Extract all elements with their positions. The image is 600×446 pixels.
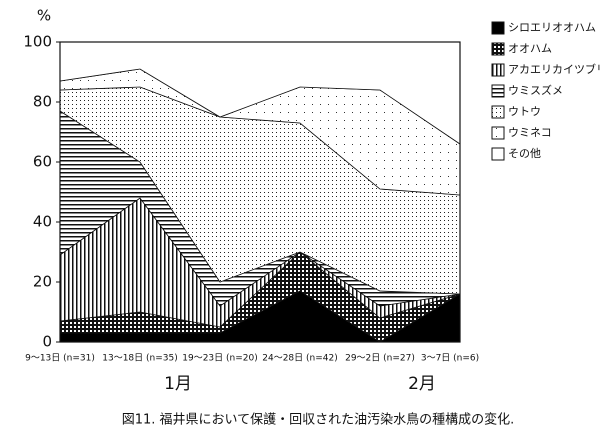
x-tick-label: 3～7日 (n=6) xyxy=(421,353,479,364)
x-tick-label: 29～2日 (n=27) xyxy=(345,353,415,364)
legend-label: シロエリオオハム xyxy=(508,21,596,34)
caption: 図11. 福井県において保護・回収された油汚染水鳥の種構成の変化. xyxy=(122,412,515,428)
legend-swatch xyxy=(491,126,505,140)
legend-label: その他 xyxy=(508,147,541,160)
legend-label: アカエリカイツブリ xyxy=(508,62,600,76)
x-tick-label: 9～13日 (n=31) xyxy=(25,353,95,364)
legend-label: ウミネコ xyxy=(508,126,552,139)
month-label: 2月 xyxy=(408,374,436,394)
x-tick-label: 13～18日 (n=35) xyxy=(102,353,178,364)
legend-label: ウミスズメ xyxy=(508,83,563,97)
y-tick-label: 100 xyxy=(23,33,52,51)
legend-swatch xyxy=(491,21,505,35)
y-axis-label: % xyxy=(37,7,51,25)
x-tick-label: 24～28日 (n=42) xyxy=(262,353,338,364)
y-tick-label: 80 xyxy=(33,93,52,111)
y-tick-label: 40 xyxy=(33,213,52,231)
legend-swatch xyxy=(491,147,505,161)
legend-swatch xyxy=(491,63,505,77)
legend-swatch xyxy=(491,42,505,56)
month-label: 1月 xyxy=(164,374,192,394)
legend-swatch xyxy=(491,84,505,98)
plot-frame xyxy=(59,41,461,343)
legend-label: ウトウ xyxy=(508,105,541,118)
y-tick-label: 60 xyxy=(33,153,52,171)
y-tick-label: 20 xyxy=(33,273,52,291)
x-tick-label: 19～23日 (n=20) xyxy=(182,353,258,364)
legend-swatch xyxy=(491,105,505,119)
y-tick-label: 0 xyxy=(42,333,52,351)
legend-label: オオハム xyxy=(508,42,552,55)
